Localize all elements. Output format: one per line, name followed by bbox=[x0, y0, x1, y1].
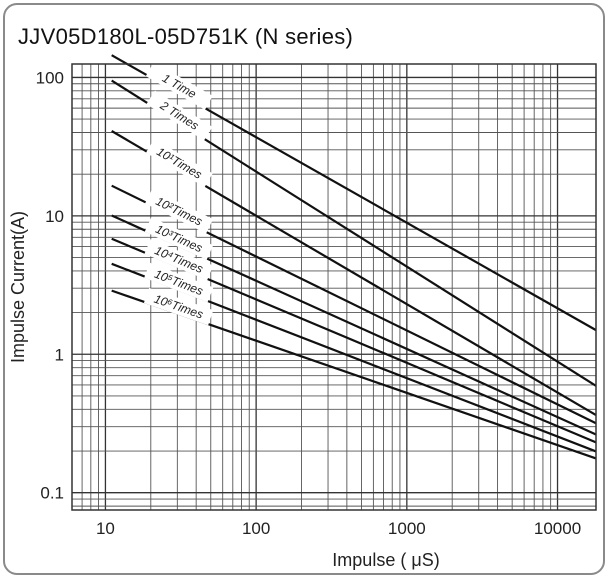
chart-frame bbox=[3, 3, 605, 575]
x-tick-label: 10000 bbox=[534, 519, 581, 538]
series-label-bg bbox=[145, 189, 214, 234]
x-tick-label: 10 bbox=[96, 519, 115, 538]
y-tick-label: 10 bbox=[45, 207, 64, 226]
series-label-bg bbox=[145, 62, 213, 110]
y-axis-label: Impulse Current(A) bbox=[8, 211, 28, 363]
plot-border bbox=[71, 63, 597, 511]
series-label: 1 Time bbox=[160, 71, 199, 101]
tick-labels: 10 100 1000 10000 100 10 1 0.1 bbox=[36, 68, 582, 538]
y-tick-label: 1 bbox=[55, 345, 64, 364]
series-label-bg bbox=[146, 90, 213, 141]
grid bbox=[72, 64, 596, 510]
series-label-bg bbox=[145, 138, 213, 188]
series-label-bg bbox=[144, 217, 214, 260]
y-tick-label: 100 bbox=[36, 68, 64, 87]
y-tick-label: 0.1 bbox=[40, 484, 64, 503]
x-tick-label: 100 bbox=[242, 519, 270, 538]
chart-title: JJV05D180L-05D751K (N series) bbox=[18, 24, 354, 49]
series-label-bg bbox=[143, 287, 214, 326]
x-axis-label: Impulse ( μS) bbox=[332, 550, 439, 570]
series-label-bg bbox=[144, 262, 214, 303]
x-tick-label: 1000 bbox=[388, 519, 426, 538]
series-label-bg bbox=[144, 239, 214, 281]
series-label-group: 10¹Times bbox=[145, 138, 213, 188]
